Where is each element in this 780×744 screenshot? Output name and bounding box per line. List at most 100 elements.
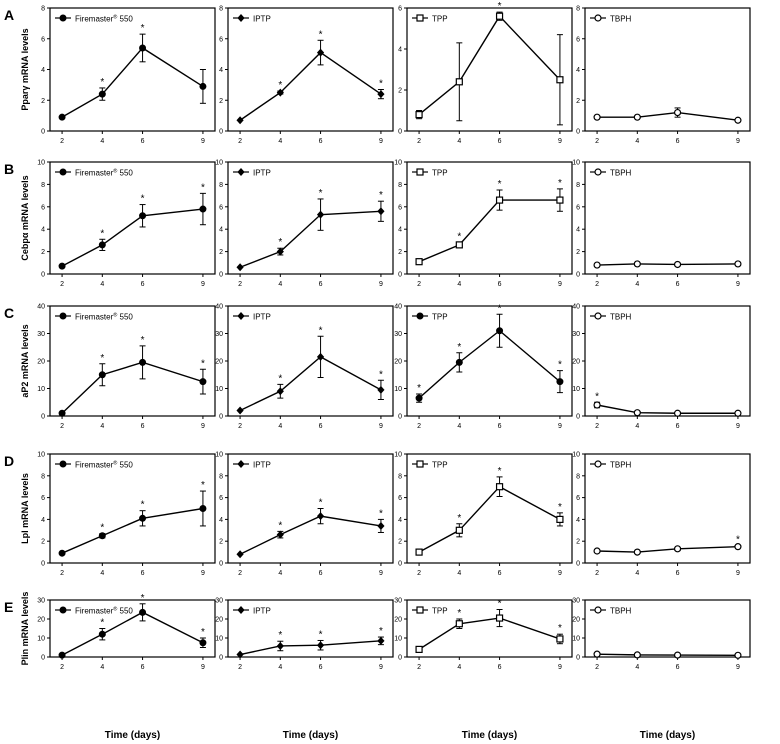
plot-frame (584, 161, 751, 275)
plot-frame (49, 305, 216, 417)
legend-marker (59, 312, 67, 320)
data-point (633, 548, 641, 556)
y-tick-label: 30 (37, 331, 45, 338)
legend-name: TBPH (610, 169, 632, 178)
x-tick-label: 4 (278, 423, 282, 430)
significance-asterisk: * (319, 188, 323, 199)
x-tick-label: 6 (141, 138, 145, 145)
y-tick-label: 0 (576, 655, 580, 662)
panel-letter: C (4, 305, 14, 321)
x-tick-label: 9 (379, 570, 383, 577)
legend-marker (594, 168, 602, 176)
y-tick-label: 2 (41, 539, 45, 546)
y-tick-label: 8 (398, 473, 402, 480)
panel-letter: A (4, 7, 14, 23)
legend-marker (59, 606, 67, 614)
y-tick-label: 10 (37, 636, 45, 643)
significance-asterisk: * (457, 342, 461, 353)
legend-marker (237, 312, 245, 320)
x-tick-label: 4 (635, 664, 639, 671)
x-tick-label: 4 (100, 664, 104, 671)
data-point (673, 260, 682, 269)
y-tick-label: 8 (576, 473, 580, 480)
y-tick-label: 0 (41, 655, 45, 662)
legend-label: IPTP (253, 461, 271, 470)
plot-frame (584, 305, 751, 417)
significance-asterisk: * (379, 78, 383, 89)
y-tick-label: 30 (394, 331, 402, 338)
panel-row-e-col-1: 0 10 20 30 2 4 6 9 * * * Firemaster® 550 E Plin mRNA … (4, 592, 216, 741)
data-point (236, 263, 244, 272)
legend-marker (416, 312, 424, 320)
y-tick-label: 30 (572, 598, 580, 605)
data-point (556, 76, 564, 84)
x-tick-label: 6 (141, 423, 145, 430)
series-line (239, 356, 382, 412)
data-point (593, 261, 601, 269)
y-tick-label: 20 (572, 617, 580, 624)
series-line (418, 329, 561, 399)
x-tick-label: 2 (238, 138, 242, 145)
significance-asterisk: * (558, 502, 562, 513)
x-tick-label: 6 (498, 138, 502, 145)
y-tick-label: 2 (219, 249, 223, 256)
data-point (455, 358, 463, 366)
y-axis-title: Plin mRNA levels (20, 592, 30, 666)
x-tick-label: 9 (558, 423, 562, 430)
x-tick-label: 6 (141, 664, 145, 671)
significance-asterisk: * (100, 618, 104, 629)
y-tick-label: 8 (41, 182, 45, 189)
y-tick-label: 4 (219, 517, 223, 524)
panel-row-e-col-2: 0 10 20 30 2 4 6 9 * * * IPTP Time (days) (215, 598, 394, 741)
data-point (556, 196, 564, 204)
y-tick-label: 10 (215, 636, 223, 643)
data-point (139, 212, 147, 220)
x-tick-label: 2 (417, 423, 421, 430)
series-line (61, 507, 204, 554)
y-tick-label: 8 (219, 473, 223, 480)
panel-row-d-col-2: 0 2 4 6 8 10 2 4 6 9 * * * IPTP (215, 452, 394, 577)
plot-frame (49, 453, 216, 564)
panel-row-d-col-3: 0 2 4 6 8 10 2 4 6 9 * * * TPP (394, 452, 573, 577)
panel-row-d-col-4: 0 2 4 6 8 10 2 4 6 9 * TBPH (572, 452, 751, 577)
data-point (495, 12, 504, 20)
y-tick-label: 10 (215, 160, 223, 167)
plot-frame (406, 599, 573, 658)
legend-label: Firemaster® 550 (75, 460, 133, 470)
data-point (276, 641, 284, 650)
series-line (596, 404, 738, 414)
x-tick-label: 2 (595, 281, 599, 288)
data-point (199, 505, 207, 512)
data-point (593, 401, 601, 409)
legend-superscript: ® (113, 312, 117, 319)
panel-row-c-col-4: 0 10 20 30 40 2 4 6 9 * TBPH (572, 304, 751, 430)
y-tick-label: 6 (576, 36, 580, 43)
x-tick-label: 4 (278, 664, 282, 671)
series-line (597, 545, 738, 553)
x-tick-label: 9 (379, 281, 383, 288)
significance-asterisk: * (201, 627, 205, 638)
legend-marker (594, 460, 602, 468)
significance-asterisk: * (141, 23, 145, 34)
data-point (377, 521, 385, 530)
y-tick-label: 2 (576, 539, 580, 546)
data-point (276, 387, 284, 396)
panel-row-e-col-3: 0 10 20 30 2 4 6 9 * * * TPP Time (days) (394, 598, 573, 741)
y-tick-label: 0 (41, 272, 45, 279)
significance-asterisk: * (558, 178, 562, 189)
x-tick-label: 6 (141, 570, 145, 577)
data-point (415, 394, 423, 402)
legend-superscript: ® (113, 14, 117, 21)
y-tick-label: 2 (398, 539, 402, 546)
significance-asterisk: * (558, 360, 562, 371)
data-point (415, 548, 423, 556)
x-tick-label: 4 (457, 281, 461, 288)
x-tick-label: 2 (238, 664, 242, 671)
significance-asterisk: * (141, 593, 145, 604)
y-tick-label: 30 (394, 598, 402, 605)
data-point (495, 614, 504, 622)
x-tick-label: 2 (595, 423, 599, 430)
panel-row-b-col-3: 0 2 4 6 8 10 2 4 6 9 * * * TPP (394, 160, 573, 288)
data-point (415, 258, 423, 266)
y-tick-label: 4 (398, 47, 402, 54)
